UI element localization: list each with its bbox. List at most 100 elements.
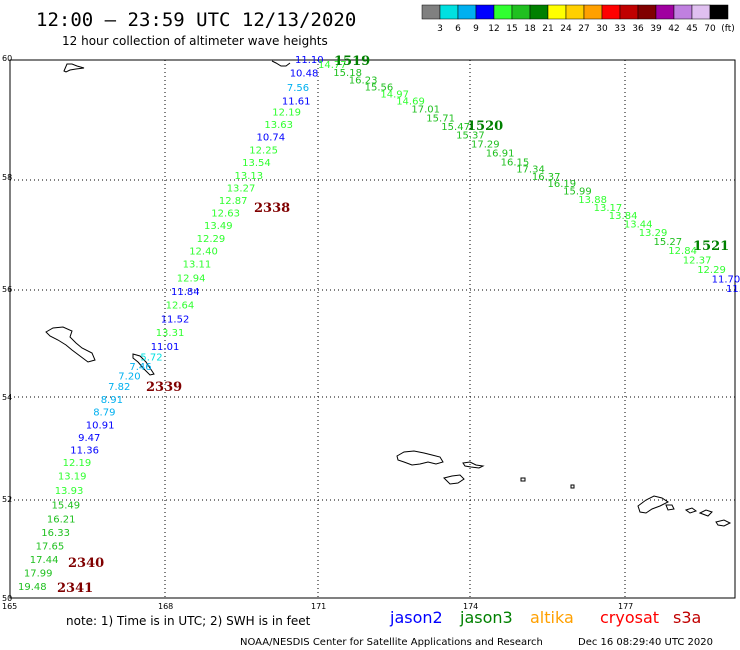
wave-height-label: 13.84 (609, 211, 638, 222)
legend-label: 36 (632, 24, 644, 34)
pass-label: 2340 (68, 556, 104, 571)
pass-label: 1521 (693, 239, 729, 254)
coastline-islet (570, 484, 575, 489)
wave-height-label: 13.88 (578, 195, 607, 206)
wave-height-label: 15.37 (456, 131, 485, 142)
wave-height-label: 15.56 (365, 83, 394, 94)
coastline-kiska-island (637, 495, 669, 514)
legend-swatch (565, 4, 585, 20)
coastline-island-north (63, 63, 85, 73)
wave-height-label: 15.47 (441, 122, 470, 133)
wave-height-label: 13.93 (55, 486, 84, 497)
track-descending: 14.7715.1816.2315.5614.9714.6917.0115.71… (318, 60, 740, 295)
wave-height-label: 12.84 (668, 246, 697, 257)
coastline-bering-island (45, 326, 96, 363)
legend-swatch (673, 4, 693, 20)
legend-label: 42 (668, 24, 679, 34)
coastline-attu-island (396, 450, 444, 466)
pass-label: 2338 (254, 201, 290, 216)
wave-height-label: 12.29 (697, 265, 726, 276)
wave-height-label: 13.19 (58, 472, 87, 483)
map-title: 12:00 – 23:59 UTC 12/13/2020 (36, 9, 356, 31)
pass-label: 2341 (57, 581, 93, 596)
legend-swatch (709, 4, 729, 20)
legend-label: 18 (524, 24, 536, 34)
wave-height-label: 12.40 (189, 247, 218, 258)
wave-height-label: 11.36 (70, 445, 99, 456)
wave-height-label: 11.10 (295, 55, 324, 66)
legend-swatch (619, 4, 639, 20)
legend-label: 27 (578, 24, 589, 34)
graticule (10, 59, 735, 598)
wave-height-label: 16.33 (41, 528, 70, 539)
wave-height-label: 11. (726, 284, 740, 295)
coastline-medny-island (132, 353, 155, 376)
color-legend: 3 6 9 12 15 18 21 24 27 30 33 36 39 42 45 70 (ft) (421, 4, 735, 34)
coastline-islet (698, 509, 713, 517)
pass-label: 1519 (334, 54, 370, 69)
lon-tick-label: 177 (618, 602, 633, 611)
wave-height-label: 17.34 (516, 165, 545, 176)
coastlines (45, 60, 732, 527)
footer-note: note: 1) Time is in UTC; 2) SWH is in fe… (66, 614, 311, 628)
map-frame (9, 59, 736, 599)
wave-height-label: 5.72 (140, 352, 162, 363)
lat-tick-label: 54 (2, 393, 12, 402)
legend-swatch (421, 4, 441, 20)
wave-height-label: 17.65 (36, 542, 65, 553)
footer-credit: NOAA/NESDIS Center for Satellite Applica… (240, 637, 543, 648)
satellite-jason2: jason2 (389, 608, 443, 627)
coastline-islet (715, 519, 732, 527)
legend-swatch (475, 4, 495, 20)
wave-height-label: 17.44 (30, 555, 59, 566)
wave-height-label: 15.27 (654, 237, 683, 248)
coastline-islet (520, 477, 526, 482)
wave-height-label: 13.49 (204, 221, 233, 232)
lat-tick-label: 56 (2, 285, 12, 294)
legend-label: 9 (473, 24, 479, 34)
wave-height-label: 11.01 (151, 342, 180, 353)
wave-height-label: 16.19 (548, 179, 577, 190)
wave-height-label: 11.70 (712, 275, 740, 286)
wave-height-label: 12.25 (249, 145, 278, 156)
map-subtitle: 12 hour collection of altimeter wave hei… (62, 34, 328, 48)
wave-height-label: 16.21 (47, 514, 76, 525)
wave-height-label: 7.20 (118, 372, 140, 383)
lon-tick-label: 171 (311, 602, 326, 611)
coastline-semichi-island (443, 474, 465, 485)
wave-height-label: 13.31 (156, 328, 185, 339)
legend-swatch (637, 4, 657, 20)
legend-swatch (691, 4, 711, 20)
lat-tick-label: 58 (2, 173, 12, 182)
wave-height-label: 15.49 (52, 500, 81, 511)
wave-height-label: 12.94 (177, 273, 206, 284)
wave-height-label: 17.99 (24, 569, 53, 580)
wave-height-label: 15.18 (333, 68, 362, 79)
legend-label: 30 (596, 24, 608, 34)
wave-height-label: 7.82 (108, 382, 130, 393)
wave-height-label: 12.64 (166, 301, 195, 312)
legend-label: 39 (650, 24, 662, 34)
legend-label: 3 (437, 24, 443, 34)
track-ascending: 11.1010.487.5611.6112.1913.6310.7412.251… (18, 55, 324, 593)
legend-swatch (457, 4, 477, 20)
legend-swatch (439, 4, 459, 20)
legend-swatch (583, 4, 603, 20)
legend-label: 45 (686, 24, 697, 34)
lon-tick-label: 174 (463, 602, 478, 611)
wave-height-label: 9.47 (78, 433, 100, 444)
legend-swatch (493, 4, 513, 20)
wave-height-label: 16.23 (349, 76, 378, 87)
wave-height-label: 13.63 (264, 120, 293, 131)
wave-height-label: 16.15 (501, 157, 530, 168)
pass-label: 1520 (467, 119, 503, 134)
wave-height-label: 8.91 (101, 395, 123, 406)
wave-height-label: 12.19 (272, 108, 301, 119)
wave-height-label: 16.37 (532, 172, 561, 183)
wave-height-label: 7.56 (287, 83, 309, 94)
wave-height-label: 15.71 (426, 113, 455, 124)
wave-height-label: 17.29 (471, 140, 500, 151)
coastline-pribilof (271, 60, 291, 67)
wave-height-label: 10.91 (86, 420, 115, 431)
